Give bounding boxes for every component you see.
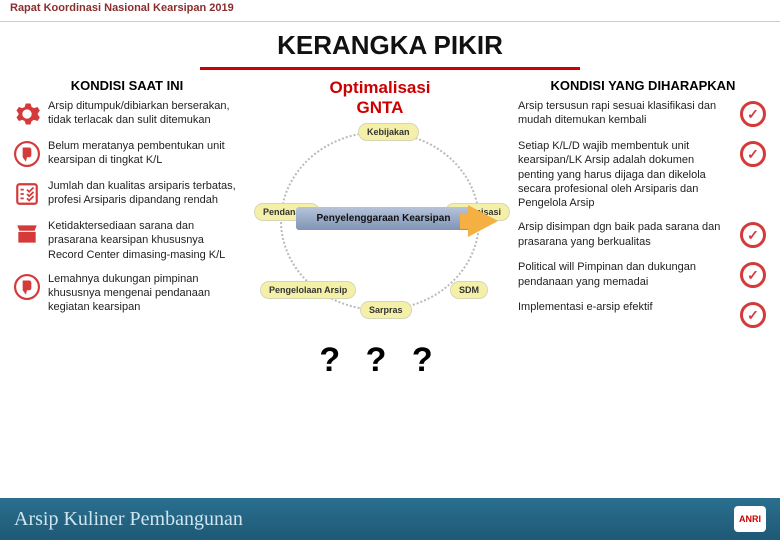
diagram: Kebijakan Pendanaan Organisasi Pengelola… <box>260 121 500 321</box>
check-circle-icon: ✓ <box>738 99 768 129</box>
middle-title: Optimalisasi GNTA <box>250 78 510 117</box>
check-circle-icon: ✓ <box>738 260 768 290</box>
bubble-sdm: SDM <box>450 281 488 299</box>
right-item: Implementasi e-arsip efektif ✓ <box>518 300 768 330</box>
middle-column: Optimalisasi GNTA Kebijakan Pendanaan Or… <box>250 78 510 518</box>
thumb-down-icon <box>12 272 42 302</box>
left-column: KONDISI SAAT INI Arsip ditumpuk/dibiarka… <box>12 78 242 518</box>
checklist-icon <box>12 179 42 209</box>
left-item-text: Belum meratanya pembentukan unit kearsip… <box>48 139 242 168</box>
bubble-sarpras: Sarpras <box>360 301 412 319</box>
page-title: KERANGKA PIKIR <box>0 30 780 61</box>
title-underline <box>200 67 580 70</box>
footer: Arsip Kuliner Pembangunan ANRI <box>0 498 780 540</box>
main-grid: KONDISI SAAT INI Arsip ditumpuk/dibiarka… <box>0 78 780 518</box>
left-item: Lemahnya dukungan pimpinan khususnya men… <box>12 272 242 315</box>
mid-title-1: Optimalisasi <box>329 78 430 97</box>
right-item-text: Arsip disimpan dgn baik pada sarana dan … <box>518 220 732 249</box>
left-item-text: Arsip ditumpuk/dibiarkan berserakan, tid… <box>48 99 242 128</box>
right-item: Political will Pimpinan dan dukungan pen… <box>518 260 768 290</box>
thumb-down-icon <box>12 139 42 169</box>
left-item-text: Jumlah dan kualitas arsiparis terbatas, … <box>48 179 242 208</box>
left-item-text: Lemahnya dukungan pimpinan khususnya men… <box>48 272 242 315</box>
left-item: Ketidaktersediaan sarana dan prasarana k… <box>12 219 242 262</box>
check-circle-icon: ✓ <box>738 220 768 250</box>
right-item-text: Political will Pimpinan dan dukungan pen… <box>518 260 732 289</box>
right-item: Setiap K/L/D wajib membentuk unit kearsi… <box>518 139 768 210</box>
center-box: Penyelenggaraan Kearsipan <box>296 207 471 230</box>
left-item: Arsip ditumpuk/dibiarkan berserakan, tid… <box>12 99 242 129</box>
right-item-text: Implementasi e-arsip efektif <box>518 300 732 314</box>
right-item: Arsip disimpan dgn baik pada sarana dan … <box>518 220 768 250</box>
right-item: Arsip tersusun rapi sesuai klasifikasi d… <box>518 99 768 129</box>
question-marks: ? ? ? <box>250 341 510 380</box>
right-item-text: Setiap K/L/D wajib membentuk unit kearsi… <box>518 139 732 210</box>
footer-text: Arsip Kuliner Pembangunan <box>14 508 243 531</box>
store-icon <box>12 219 42 249</box>
right-column: KONDISI YANG DIHARAPKAN Arsip tersusun r… <box>518 78 768 518</box>
check-circle-icon: ✓ <box>738 300 768 330</box>
right-item-text: Arsip tersusun rapi sesuai klasifikasi d… <box>518 99 732 128</box>
gear-icon <box>12 99 42 129</box>
check-circle-icon: ✓ <box>738 139 768 169</box>
footer-logo: ANRI <box>734 506 766 532</box>
right-heading: KONDISI YANG DIHARAPKAN <box>518 78 768 93</box>
left-item-text: Ketidaktersediaan sarana dan prasarana k… <box>48 219 242 262</box>
bubble-pengelolaan: Pengelolaan Arsip <box>260 281 356 299</box>
left-item: Jumlah dan kualitas arsiparis terbatas, … <box>12 179 242 209</box>
header-text: Rapat Koordinasi Nasional Kearsipan 2019 <box>10 2 234 14</box>
header-bar: Rapat Koordinasi Nasional Kearsipan 2019 <box>0 0 780 22</box>
left-item: Belum meratanya pembentukan unit kearsip… <box>12 139 242 169</box>
mid-title-2: GNTA <box>357 98 404 117</box>
left-heading: KONDISI SAAT INI <box>12 78 242 93</box>
bubble-kebijakan: Kebijakan <box>358 123 419 141</box>
arrow-icon <box>468 205 498 237</box>
